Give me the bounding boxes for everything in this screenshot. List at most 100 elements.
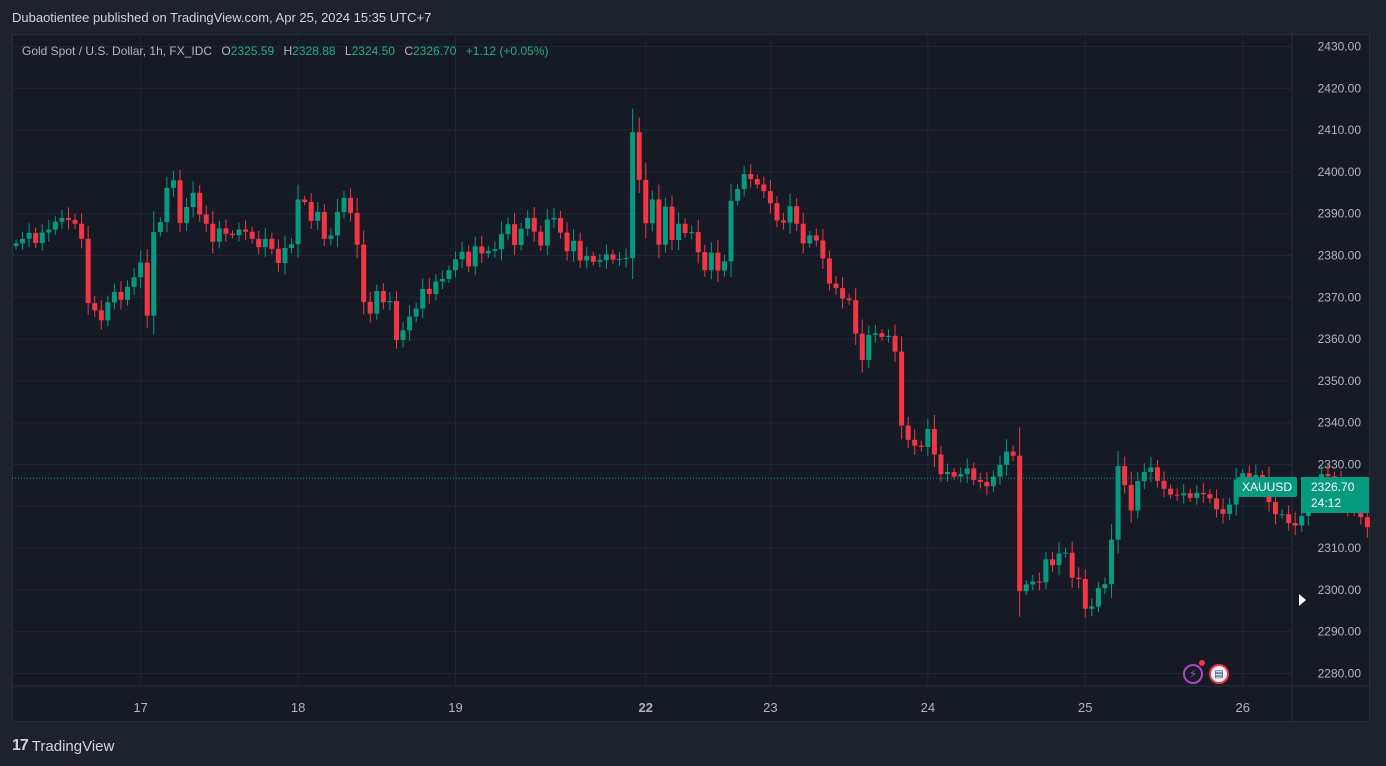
candle-body: [236, 229, 242, 236]
candle-body: [564, 232, 570, 252]
candle-body: [302, 199, 308, 203]
candle-body: [931, 428, 937, 455]
candle-body: [1358, 511, 1364, 518]
candle-body: [1240, 473, 1246, 480]
candle-body: [1036, 581, 1042, 583]
y-tick-label: 2370.00: [1318, 290, 1362, 304]
candle-body: [256, 238, 262, 248]
candle-body: [1023, 584, 1029, 592]
candle-body: [656, 199, 662, 245]
close-label: C: [404, 44, 413, 58]
candle-body: [603, 254, 609, 261]
candle-body: [1056, 553, 1062, 566]
candle-body: [1213, 498, 1219, 510]
candle-body: [157, 222, 163, 233]
candle-body: [853, 300, 859, 334]
x-tick-label: 24: [921, 700, 935, 715]
candle-body: [1187, 493, 1193, 498]
candle-body: [1194, 492, 1200, 498]
candle-body: [1135, 481, 1141, 511]
candle-body: [118, 291, 124, 300]
candle-body: [951, 472, 957, 477]
candle-body: [1279, 514, 1285, 516]
candle-body: [380, 291, 386, 303]
candle-body: [840, 288, 846, 299]
candle-body: [485, 250, 491, 254]
candle-body: [479, 246, 485, 254]
y-tick-label: 2330.00: [1318, 457, 1362, 471]
candle-body: [1233, 479, 1239, 505]
candle-body: [387, 301, 393, 303]
x-tick-label: 26: [1235, 700, 1249, 715]
candle-body: [20, 238, 26, 244]
chart-frame: [12, 34, 1370, 722]
candle-body: [1089, 606, 1095, 609]
candlestick-chart[interactable]: 2430.00 2420.00 2410.00 2400.00 2390.00 2380.…: [12, 34, 1370, 722]
candle-body: [492, 249, 498, 251]
tradingview-brand[interactable]: 17 TradingView: [12, 737, 114, 755]
candle-body: [1148, 467, 1154, 473]
candle-body: [210, 223, 216, 242]
candle-body: [1004, 451, 1010, 465]
candle-body: [741, 174, 747, 190]
candle-body: [413, 308, 419, 317]
candle-body: [164, 187, 170, 223]
candle-body: [682, 223, 688, 233]
candle-body: [990, 476, 996, 487]
candle-body: [617, 258, 623, 260]
candle-body: [269, 238, 275, 249]
y-tick-label: 2420.00: [1318, 81, 1362, 95]
lightning-icon[interactable]: ⚡: [1183, 664, 1203, 684]
candle-body: [203, 214, 209, 224]
candle-body: [1364, 517, 1370, 528]
high-value: 2328.88: [292, 44, 336, 58]
y-tick-label: 2280.00: [1318, 666, 1362, 680]
candle-body: [105, 302, 111, 321]
candle-body: [800, 223, 806, 244]
candle-body: [446, 270, 452, 279]
candle-body: [1154, 467, 1160, 481]
candle-body: [439, 278, 445, 282]
us-flag-icon[interactable]: ▤: [1209, 664, 1229, 684]
candle-body: [1043, 559, 1049, 583]
candle-body: [1069, 552, 1075, 578]
candle-body: [85, 238, 91, 304]
candle-body: [243, 229, 249, 232]
candle-body: [866, 334, 872, 360]
candle-body: [597, 260, 603, 262]
candle-body: [308, 202, 314, 221]
candle-body: [26, 232, 32, 239]
change-value: +1.12 (+0.05%): [465, 44, 549, 58]
candle-body: [1076, 577, 1082, 580]
symbol-title[interactable]: Gold Spot / U.S. Dollar, 1h, FX_IDC: [22, 44, 213, 58]
open-label: O: [221, 44, 231, 58]
candle-body: [774, 203, 780, 221]
x-tick-label: 25: [1078, 700, 1092, 715]
candle-body: [223, 228, 229, 234]
candle-body: [905, 425, 911, 440]
candle-body: [1181, 493, 1187, 496]
candle-body: [1030, 581, 1036, 585]
candle-body: [708, 252, 714, 271]
candle-body: [715, 252, 721, 271]
candle-body: [1207, 494, 1213, 499]
y-tick-label: 2430.00: [1318, 40, 1362, 54]
candle-body: [1082, 579, 1088, 609]
candle-body: [1109, 539, 1115, 585]
candle-body: [13, 243, 19, 246]
candle-body: [216, 228, 222, 242]
candle-body: [348, 197, 354, 213]
brand-name: TradingView: [31, 737, 115, 755]
candle-body: [669, 206, 675, 241]
candle-body: [262, 238, 268, 248]
candle-body: [472, 246, 478, 267]
candle-body: [544, 219, 550, 246]
candle-body: [1141, 472, 1147, 482]
triangle-marker-icon: [1299, 594, 1306, 606]
candle-body: [610, 254, 616, 260]
open-value: 2325.59: [230, 44, 275, 58]
candle-body: [361, 244, 367, 302]
candle-body: [321, 212, 327, 239]
candle-body: [971, 468, 977, 480]
x-tick-label: 17: [133, 700, 147, 715]
